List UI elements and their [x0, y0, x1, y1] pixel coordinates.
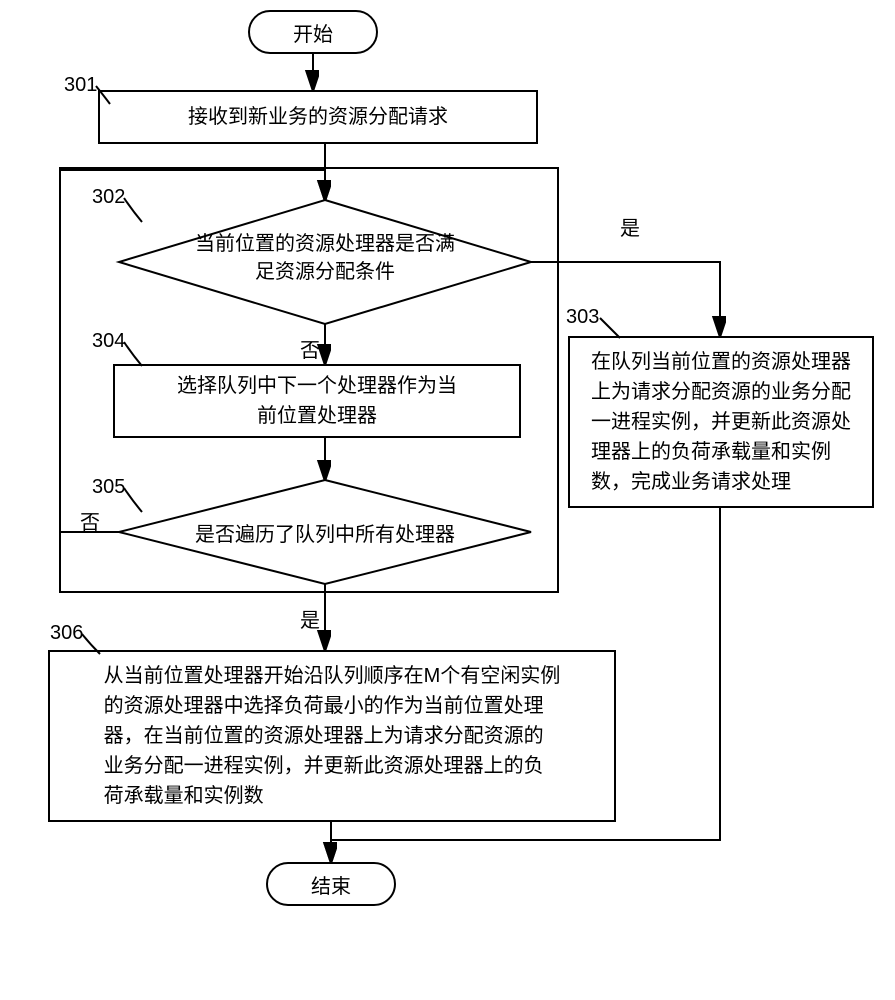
process-306: 从当前位置处理器开始沿队列顺序在M个有空闲实例的资源处理器中选择负荷最小的作为当…: [48, 650, 616, 822]
start-text: 开始: [293, 18, 333, 47]
process-301-text: 接收到新业务的资源分配请求: [188, 102, 448, 132]
decision-302-text-container: 当前位置的资源处理器是否满足资源分配条件: [135, 230, 515, 286]
process-303-text: 在队列当前位置的资源处理器上为请求分配资源的业务分配一进程实例，并更新此资源处理…: [591, 347, 851, 497]
decision-305-text-container: 是否遍历了队列中所有处理器: [135, 518, 515, 547]
process-304-text: 选择队列中下一个处理器作为当前位置处理器: [177, 371, 457, 431]
end-terminator: 结束: [266, 862, 396, 906]
decision-302-text: 当前位置的资源处理器是否满足资源分配条件: [195, 233, 455, 283]
process-301: 接收到新业务的资源分配请求: [98, 90, 538, 144]
process-304: 选择队列中下一个处理器作为当前位置处理器: [113, 364, 521, 438]
edge-label-no-305: 否: [80, 506, 100, 535]
decision-305-text: 是否遍历了队列中所有处理器: [195, 524, 455, 546]
step-label-302: 302: [92, 186, 125, 209]
start-terminator: 开始: [248, 10, 378, 54]
step-label-303: 303: [566, 306, 599, 329]
step-label-301: 301: [64, 74, 97, 97]
edge-label-yes-305: 是: [300, 604, 320, 633]
step-label-305: 305: [92, 476, 125, 499]
end-text: 结束: [311, 870, 351, 899]
step-label-306: 306: [50, 622, 83, 645]
process-303: 在队列当前位置的资源处理器上为请求分配资源的业务分配一进程实例，并更新此资源处理…: [568, 336, 874, 508]
process-306-text: 从当前位置处理器开始沿队列顺序在M个有空闲实例的资源处理器中选择负荷最小的作为当…: [104, 661, 561, 811]
edge-label-no-302: 否: [300, 334, 320, 363]
step-label-304: 304: [92, 330, 125, 353]
edge-label-yes-302: 是: [620, 212, 640, 241]
